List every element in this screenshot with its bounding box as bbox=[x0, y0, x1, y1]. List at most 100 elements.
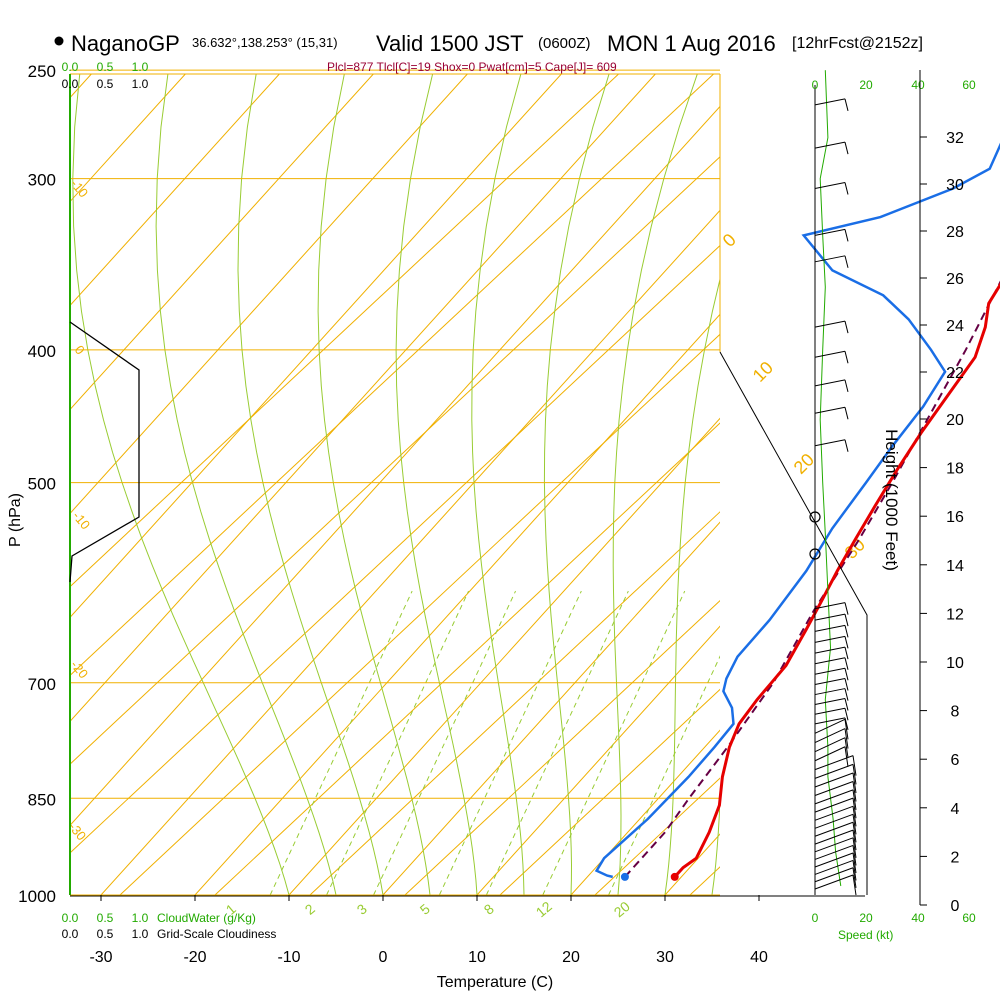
wind-barb bbox=[814, 688, 846, 696]
wind-barb bbox=[814, 624, 846, 632]
speed-profile-line bbox=[819, 70, 842, 887]
wind-barb-flag bbox=[844, 625, 849, 638]
isotherm-line bbox=[570, 729, 720, 895]
mixing-ratio-label-8: 8 bbox=[481, 900, 497, 917]
cloudiness-bottom-tick-0: 0.0 bbox=[62, 927, 79, 941]
wind-barb bbox=[814, 859, 854, 875]
wind-barb-flag bbox=[852, 798, 857, 819]
moist-adiabat-line bbox=[72, 74, 290, 895]
wind-barb bbox=[814, 697, 846, 705]
mixing-ratio-label-12: 12 bbox=[533, 898, 555, 920]
cloudwater-bottom-tick-1: 0.5 bbox=[97, 911, 114, 925]
wind-barb bbox=[814, 320, 846, 328]
pressure-tick-1000: 1000 bbox=[18, 887, 56, 906]
height-tick-32: 32 bbox=[946, 130, 964, 147]
y-axis-label: P (hPa) bbox=[7, 493, 24, 547]
speed-top-tick-40: 40 bbox=[911, 78, 925, 92]
isotherm-line bbox=[759, 74, 1000, 895]
wind-barb-flag bbox=[852, 772, 857, 794]
dry-adiabat-line bbox=[975, 54, 1000, 895]
wind-barb-flag bbox=[852, 845, 857, 866]
wind-barb-flag bbox=[844, 636, 849, 649]
mixing-ratio-label-20: 20 bbox=[611, 898, 633, 920]
isotherm-left-label: -20 bbox=[68, 657, 92, 681]
height-tick-4: 4 bbox=[951, 801, 960, 818]
wind-barb bbox=[814, 141, 846, 149]
wind-barb bbox=[814, 781, 854, 796]
wind-barb bbox=[814, 602, 846, 610]
surface-dewpoint-marker bbox=[620, 872, 629, 881]
wind-barb bbox=[814, 728, 846, 744]
wind-barb bbox=[814, 613, 846, 621]
calm-wind-marker bbox=[809, 548, 821, 560]
wind-barb-flag bbox=[844, 647, 849, 660]
height-tick-28: 28 bbox=[946, 224, 964, 241]
pressure-tick-400: 400 bbox=[28, 342, 56, 361]
mixing-ratio-line-5 bbox=[438, 590, 582, 895]
wind-barb-flag bbox=[852, 867, 857, 888]
dewpoint-profile-line bbox=[594, 142, 1000, 879]
wind-barb bbox=[814, 805, 854, 821]
station-coords: 36.632°,138.253° (15,31) bbox=[192, 35, 338, 50]
isotherm-left-label: -10 bbox=[70, 508, 94, 532]
mixing-ratio-label-2: 2 bbox=[302, 900, 318, 917]
wind-barb-flag bbox=[844, 379, 849, 393]
wind-barb bbox=[814, 772, 854, 788]
utc-label: (0600Z) bbox=[538, 35, 591, 52]
cloudwater-top-tick-2: 1.0 bbox=[132, 60, 149, 74]
isotherm-line bbox=[288, 417, 720, 895]
height-tick-20: 20 bbox=[946, 412, 964, 429]
wind-barb-flag bbox=[852, 860, 857, 881]
wind-barb-flag bbox=[852, 806, 857, 827]
wind-barb bbox=[814, 821, 854, 837]
isotherm-line bbox=[70, 74, 562, 619]
dry-adiabat-line bbox=[214, 422, 720, 895]
height-tick-12: 12 bbox=[946, 606, 964, 623]
surface-temp-marker bbox=[670, 872, 679, 881]
isotherm-label-10: 10 bbox=[749, 358, 777, 386]
moist-adiabat-line bbox=[471, 74, 525, 895]
isotherm-line bbox=[70, 74, 468, 515]
isotherm-label-20: 20 bbox=[790, 450, 818, 478]
wind-barb-flag bbox=[844, 613, 849, 627]
wind-barb-flag bbox=[852, 837, 857, 858]
wind-barb-flag bbox=[844, 657, 849, 670]
x-tick-30: 30 bbox=[656, 949, 674, 966]
wind-barb-flag bbox=[852, 764, 857, 785]
dry-adiabat-line bbox=[309, 511, 720, 895]
dry-adiabat-line bbox=[70, 74, 715, 677]
height-tick-10: 10 bbox=[946, 655, 964, 672]
wind-barb-flag bbox=[844, 719, 849, 740]
wind-barb bbox=[814, 379, 846, 387]
wind-barb-flag bbox=[852, 852, 857, 874]
wind-barb-flag bbox=[844, 717, 849, 730]
wind-barb-flag bbox=[844, 439, 849, 452]
moist-adiabat-line bbox=[237, 74, 384, 895]
x-axis-label: Temperature (C) bbox=[437, 974, 553, 991]
wind-barb bbox=[814, 406, 846, 414]
moist-adiabat-line bbox=[612, 74, 698, 895]
speed-top-tick-20: 20 bbox=[859, 78, 873, 92]
wind-barb-flag bbox=[844, 668, 849, 681]
moist-adiabat-line bbox=[664, 277, 720, 895]
wind-barb bbox=[814, 852, 854, 868]
moist-adiabat-line bbox=[543, 74, 610, 895]
x-tick-40: 40 bbox=[750, 949, 768, 966]
wind-barb bbox=[814, 98, 846, 106]
isotherm-line bbox=[70, 74, 656, 723]
moist-adiabat-line bbox=[759, 70, 881, 895]
wind-barb bbox=[814, 657, 846, 665]
wind-barb-flag bbox=[852, 755, 857, 776]
wind-barb bbox=[814, 737, 846, 753]
x-tick-10: 10 bbox=[468, 949, 486, 966]
mixing-ratio-label-5: 5 bbox=[417, 900, 433, 917]
wind-barb bbox=[814, 707, 846, 715]
moist-adiabat-line bbox=[395, 74, 478, 895]
wind-barb-flag bbox=[852, 822, 857, 843]
pressure-tick-850: 850 bbox=[28, 790, 56, 809]
wind-barb-flag bbox=[844, 602, 849, 615]
wind-barb bbox=[814, 867, 854, 883]
cloudwater-top-tick-0: 0.0 bbox=[62, 60, 79, 74]
